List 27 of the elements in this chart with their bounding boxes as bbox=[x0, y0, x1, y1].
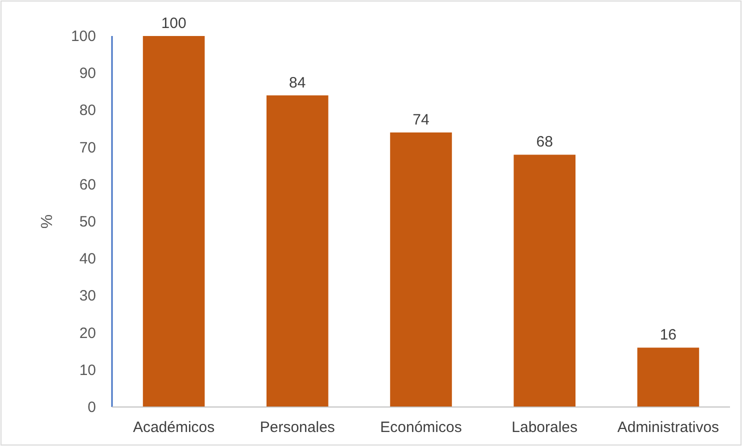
x-tick-label: Académicos bbox=[132, 419, 215, 436]
x-tick-label: Económicos bbox=[380, 419, 462, 436]
y-tick-label: 80 bbox=[79, 102, 96, 120]
x-tick-label: Administrativos bbox=[617, 419, 720, 436]
x-tick-label: Laborales bbox=[512, 419, 578, 436]
x-tick-label: Personales bbox=[260, 419, 335, 436]
bar bbox=[637, 348, 700, 407]
y-axis-title: % bbox=[39, 214, 56, 229]
y-tick-label: 70 bbox=[79, 139, 96, 156]
y-tick-label: 40 bbox=[79, 250, 96, 268]
y-tick-label: 90 bbox=[79, 65, 96, 82]
data-label: 74 bbox=[412, 111, 430, 128]
data-label: 100 bbox=[161, 15, 186, 32]
y-tick-label: 30 bbox=[79, 288, 96, 305]
y-tick-label: 10 bbox=[79, 362, 96, 379]
y-tick-label: 0 bbox=[88, 399, 96, 416]
bar bbox=[266, 95, 328, 407]
y-tick-label: 20 bbox=[79, 324, 96, 342]
data-label: 16 bbox=[660, 326, 677, 344]
y-tick-label: 100 bbox=[70, 28, 96, 45]
data-label: 84 bbox=[289, 74, 306, 92]
bar bbox=[390, 132, 452, 407]
y-tick-label: 50 bbox=[79, 214, 96, 230]
y-tick-label: 60 bbox=[79, 176, 96, 194]
bar bbox=[142, 36, 205, 407]
bar bbox=[514, 154, 576, 407]
data-label: 68 bbox=[536, 134, 553, 151]
